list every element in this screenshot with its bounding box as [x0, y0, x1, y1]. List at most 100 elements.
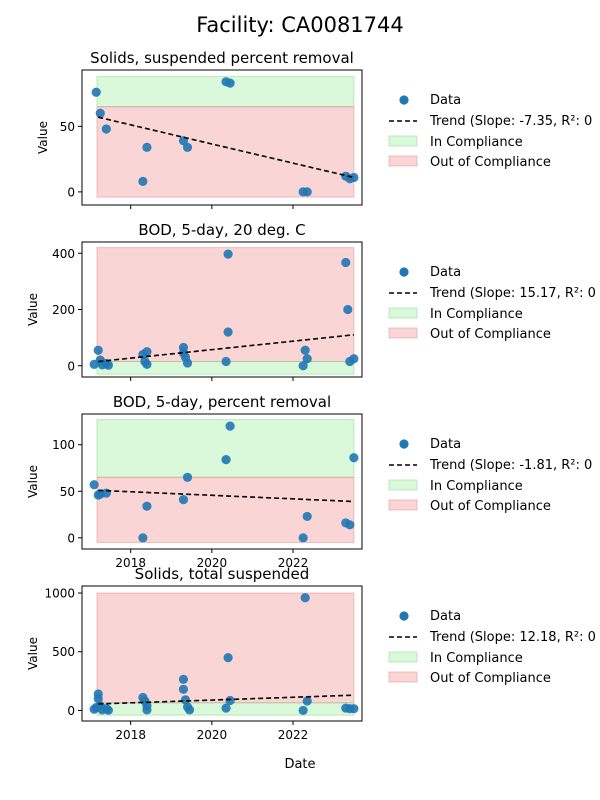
subplot-title: Solids, suspended percent removal — [90, 49, 354, 67]
out-of-compliance-band — [96, 476, 355, 543]
data-point — [298, 705, 308, 716]
legend-label-trend: Trend (Slope: -7.35, R²: 0 — [429, 114, 592, 129]
data-point — [298, 533, 308, 543]
figure-xlabel: Date — [284, 757, 315, 772]
plot-area — [89, 592, 359, 716]
data-point — [89, 480, 99, 490]
data-point — [300, 593, 310, 603]
plot-area — [89, 247, 359, 375]
subplots: Solids, suspended percent removal 0 50 Valu… — [26, 49, 596, 742]
data-point — [302, 354, 312, 364]
x-tick-label: 2020 — [197, 728, 228, 742]
y-tick-label: 0 — [67, 359, 75, 373]
data-point — [345, 520, 355, 530]
legend-label-in-compliance: In Compliance — [430, 651, 523, 666]
data-point — [138, 176, 148, 187]
trend-line — [98, 116, 355, 179]
data-point — [178, 495, 189, 505]
trend-line — [98, 694, 354, 705]
legend-out-of-compliance-swatch — [388, 155, 418, 167]
legend-in-compliance-swatch — [388, 307, 418, 319]
x-tick-label: 2018 — [115, 556, 146, 570]
subplot-2: BOD, 5-day, 20 deg. C 0 200 400 Value Data Tre… — [26, 221, 596, 381]
in-compliance-band — [96, 419, 355, 478]
data-point — [221, 455, 231, 465]
legend: Data Trend (Slope: 12.18, R²: 0 In Complia… — [388, 609, 596, 686]
y-axis-label: Value — [26, 637, 40, 670]
data-point — [180, 695, 191, 705]
y-tick-label: 400 — [52, 247, 75, 261]
axes-frame — [81, 69, 363, 206]
data-point — [302, 696, 312, 706]
out-of-compliance-band — [96, 247, 355, 363]
axes-frame — [81, 585, 363, 722]
data-point — [142, 142, 152, 152]
data-point — [93, 345, 103, 355]
legend-data-marker — [399, 611, 409, 621]
legend-label-trend: Trend (Slope: -1.81, R²: 0 — [429, 458, 592, 473]
y-tick-label: 100 — [52, 438, 75, 452]
legend-label-in-compliance: In Compliance — [430, 307, 523, 322]
axes-frame — [81, 413, 363, 550]
data-point — [142, 501, 152, 511]
data-point — [343, 304, 353, 315]
subplot-1: Solids, suspended percent removal 0 50 Valu… — [36, 49, 592, 209]
y-tick-label: 50 — [60, 120, 75, 134]
subplot-3: BOD, 5-day, percent removal 0 50 100 Value 20… — [26, 393, 592, 570]
data-point — [221, 703, 231, 713]
data-point — [103, 360, 113, 370]
data-point — [142, 359, 152, 369]
legend-label-data: Data — [430, 609, 461, 624]
y-tick-label: 500 — [52, 645, 75, 659]
legend-label-in-compliance: In Compliance — [430, 135, 523, 150]
figure-title: Facility: CA0081744 — [196, 13, 404, 37]
x-tick-label: 2020 — [197, 556, 228, 570]
legend-label-out-of-compliance: Out of Compliance — [430, 671, 551, 686]
legend-out-of-compliance-swatch — [388, 327, 418, 339]
y-tick-label: 200 — [52, 303, 75, 317]
legend-label-data: Data — [430, 265, 461, 280]
legend-in-compliance-swatch — [388, 479, 418, 491]
x-tick-label: 2018 — [115, 728, 146, 742]
data-point — [91, 87, 101, 97]
data-point — [178, 684, 189, 694]
data-point — [93, 694, 103, 704]
data-point — [302, 187, 312, 197]
out-of-compliance-band — [96, 592, 355, 704]
subplot-title: BOD, 5-day, percent removal — [113, 393, 331, 411]
data-point — [225, 78, 235, 88]
y-axis-label: Value — [36, 121, 50, 154]
data-point — [182, 472, 193, 482]
y-tick-label: 1000 — [44, 587, 75, 601]
data-point — [101, 124, 111, 134]
plot-area — [91, 76, 359, 198]
plot-area — [89, 419, 359, 543]
y-tick-label: 50 — [60, 485, 75, 499]
data-point — [103, 705, 113, 715]
data-point — [182, 358, 193, 368]
data-point — [341, 257, 351, 268]
legend-label-out-of-compliance: Out of Compliance — [430, 499, 551, 514]
legend-in-compliance-swatch — [388, 651, 418, 663]
data-point — [184, 705, 195, 715]
subplot-title: Solids, total suspended — [135, 565, 310, 583]
data-point — [225, 695, 235, 706]
y-tick-label: 0 — [67, 531, 75, 545]
legend-out-of-compliance-swatch — [388, 499, 418, 511]
x-tick-label: 2022 — [278, 556, 309, 570]
data-point — [142, 705, 152, 715]
legend-label-trend: Trend (Slope: 15.17, R²: 0 — [429, 286, 596, 301]
data-point — [349, 453, 359, 463]
trend-line — [98, 334, 354, 363]
data-point — [223, 249, 233, 259]
data-point — [142, 347, 152, 357]
data-point — [349, 704, 359, 714]
legend-in-compliance-swatch — [388, 135, 418, 147]
data-point — [178, 674, 189, 684]
subplot-title: BOD, 5-day, 20 deg. C — [138, 221, 305, 239]
y-axis-label: Value — [26, 465, 40, 498]
subplot-4: Solids, total suspended 0 500 1000 Value 2018… — [26, 565, 596, 742]
trend-line — [98, 489, 354, 503]
legend-data-marker — [399, 95, 409, 105]
